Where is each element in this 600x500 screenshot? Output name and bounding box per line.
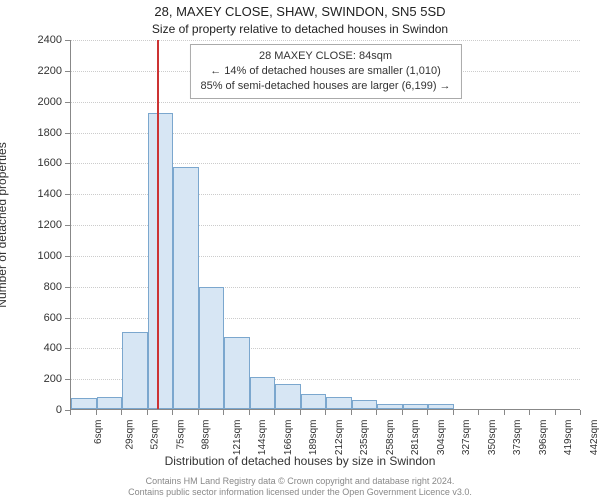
xtick-mark: [351, 410, 352, 415]
ytick-label: 2200: [22, 65, 62, 77]
footer-line-1: Contains HM Land Registry data © Crown c…: [0, 476, 600, 487]
ytick-label: 2000: [22, 96, 62, 108]
histogram-bar: [71, 398, 97, 409]
ytick-label: 200: [22, 373, 62, 385]
xtick-label: 144sqm: [257, 420, 268, 456]
xtick-mark: [121, 410, 122, 415]
ytick-label: 2400: [22, 34, 62, 46]
xtick-mark: [580, 410, 581, 415]
ytick-label: 1800: [22, 127, 62, 139]
info-line-3: 85% of semi-detached houses are larger (…: [200, 79, 450, 94]
ytick-label: 800: [22, 281, 62, 293]
ytick-mark: [65, 256, 70, 257]
xtick-mark: [172, 410, 173, 415]
ytick-mark: [65, 318, 70, 319]
xtick-mark: [402, 410, 403, 415]
xtick-label: 235sqm: [359, 420, 370, 456]
xtick-mark: [300, 410, 301, 415]
histogram-bar: [301, 394, 327, 409]
xtick-mark: [504, 410, 505, 415]
xtick-label: 442sqm: [589, 420, 600, 456]
footer-line-2: Contains public sector information licen…: [0, 487, 600, 498]
xtick-label: 327sqm: [461, 420, 472, 456]
xtick-label: 281sqm: [410, 420, 421, 456]
ytick-mark: [65, 163, 70, 164]
ytick-label: 1400: [22, 188, 62, 200]
ytick-mark: [65, 287, 70, 288]
histogram-bar: [403, 404, 429, 409]
xtick-mark: [223, 410, 224, 415]
xtick-mark: [555, 410, 556, 415]
chart-subtitle: Size of property relative to detached ho…: [0, 22, 600, 36]
xtick-label: 6sqm: [93, 420, 104, 444]
xtick-label: 258sqm: [385, 420, 396, 456]
xtick-label: 29sqm: [124, 420, 135, 450]
ytick-mark: [65, 133, 70, 134]
xtick-mark: [453, 410, 454, 415]
histogram-bar: [352, 400, 378, 409]
histogram-bar: [122, 332, 148, 409]
histogram-bar: [250, 377, 276, 409]
gridline: [71, 102, 580, 103]
xtick-label: 212sqm: [334, 420, 345, 456]
histogram-bar: [173, 167, 199, 409]
xtick-mark: [529, 410, 530, 415]
ytick-label: 1000: [22, 250, 62, 262]
marker-line: [157, 40, 159, 409]
xtick-label: 350sqm: [487, 420, 498, 456]
histogram-bar: [377, 404, 403, 409]
chart-title: 28, MAXEY CLOSE, SHAW, SWINDON, SN5 5SD: [0, 4, 600, 19]
plot-area: 28 MAXEY CLOSE: 84sqm ← 14% of detached …: [70, 40, 580, 410]
ytick-mark: [65, 379, 70, 380]
histogram-bar: [97, 397, 123, 409]
xtick-mark: [274, 410, 275, 415]
histogram-bar: [326, 397, 352, 409]
ytick-mark: [65, 225, 70, 226]
ytick-label: 1600: [22, 157, 62, 169]
xtick-mark: [478, 410, 479, 415]
ytick-label: 400: [22, 342, 62, 354]
xtick-mark: [147, 410, 148, 415]
xtick-label: 98sqm: [201, 420, 212, 450]
ytick-mark: [65, 348, 70, 349]
histogram-bar: [199, 287, 225, 409]
ytick-label: 1200: [22, 219, 62, 231]
ytick-label: 0: [22, 404, 62, 416]
xtick-label: 373sqm: [512, 420, 523, 456]
xtick-label: 52sqm: [150, 420, 161, 450]
xtick-label: 396sqm: [538, 420, 549, 456]
xtick-mark: [96, 410, 97, 415]
histogram-bar: [428, 404, 454, 409]
xtick-mark: [427, 410, 428, 415]
footer-attribution: Contains HM Land Registry data © Crown c…: [0, 476, 600, 498]
ytick-label: 600: [22, 312, 62, 324]
ytick-mark: [65, 102, 70, 103]
y-axis-label: Number of detached properties: [0, 60, 9, 225]
ytick-mark: [65, 194, 70, 195]
ytick-mark: [65, 71, 70, 72]
xtick-label: 419sqm: [563, 420, 574, 456]
xtick-mark: [325, 410, 326, 415]
xtick-label: 121sqm: [232, 420, 243, 456]
xtick-mark: [249, 410, 250, 415]
histogram-bar: [275, 384, 301, 409]
x-axis-label: Distribution of detached houses by size …: [0, 454, 600, 468]
histogram-bar: [148, 113, 174, 409]
info-line-2: ← 14% of detached houses are smaller (1,…: [200, 64, 450, 79]
xtick-label: 75sqm: [175, 420, 186, 450]
gridline: [71, 40, 580, 41]
xtick-label: 304sqm: [436, 420, 447, 456]
info-line-1: 28 MAXEY CLOSE: 84sqm: [200, 49, 450, 64]
chart-container: 28, MAXEY CLOSE, SHAW, SWINDON, SN5 5SD …: [0, 0, 600, 500]
histogram-bar: [224, 337, 250, 409]
ytick-mark: [65, 40, 70, 41]
xtick-mark: [376, 410, 377, 415]
info-box: 28 MAXEY CLOSE: 84sqm ← 14% of detached …: [189, 44, 461, 99]
xtick-label: 189sqm: [308, 420, 319, 456]
xtick-mark: [70, 410, 71, 415]
xtick-label: 166sqm: [283, 420, 294, 456]
xtick-mark: [198, 410, 199, 415]
